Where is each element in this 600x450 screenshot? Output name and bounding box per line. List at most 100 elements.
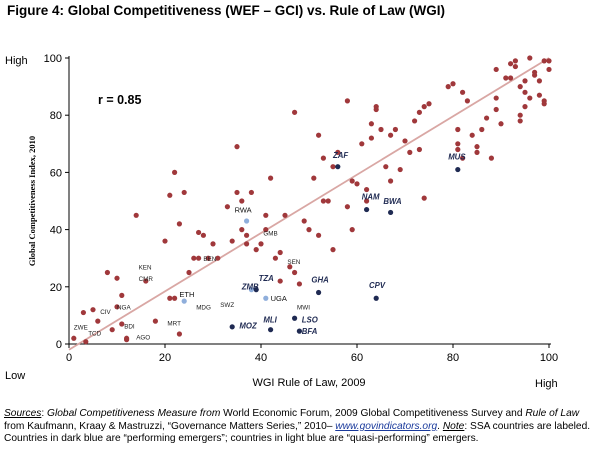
data-point: [83, 339, 89, 345]
data-point: [71, 335, 77, 341]
data-point: [114, 275, 120, 281]
country-label: MRT: [167, 320, 181, 327]
data-point: [450, 81, 456, 87]
data-point: [109, 327, 115, 333]
data-point: [292, 269, 298, 276]
data-point: [287, 264, 293, 270]
country-label: MDG: [196, 305, 211, 312]
data-point: [119, 321, 125, 327]
data-point: [239, 227, 245, 233]
data-point: [272, 255, 278, 261]
sources-note: Sources: Global Competitiveness Measure …: [4, 408, 596, 446]
data-point-performing: [296, 328, 302, 334]
x-tick-label: 20: [159, 352, 171, 364]
data-point: [536, 78, 543, 84]
data-point: [191, 255, 197, 261]
data-point: [416, 146, 422, 153]
data-point: [407, 149, 413, 155]
data-point: [330, 247, 336, 253]
y-tick-label: 0: [56, 339, 62, 351]
data-point: [344, 98, 350, 104]
data-point: [527, 95, 533, 101]
data-point: [354, 181, 360, 187]
y-tick-label: 60: [50, 167, 62, 179]
data-point: [541, 58, 547, 64]
country-label: ETH: [179, 290, 194, 299]
data-point: [522, 104, 528, 110]
country-label: NGA: [117, 305, 131, 312]
data-point: [330, 164, 336, 170]
y-tick-label: 40: [50, 225, 62, 237]
data-point: [263, 227, 269, 233]
country-label: MUS: [448, 153, 466, 162]
country-label: UGA: [271, 294, 287, 303]
x-tick-label: 80: [447, 352, 459, 364]
country-label: CIV: [100, 309, 111, 316]
data-point: [104, 269, 110, 276]
country-label: TZA: [259, 274, 275, 283]
country-label: RWA: [235, 205, 252, 214]
data-point: [364, 186, 370, 193]
country-label: BFA: [302, 327, 318, 336]
data-point: [124, 337, 130, 343]
data-point: [416, 109, 422, 115]
country-label: SEN: [287, 259, 300, 266]
data-point: [244, 232, 250, 238]
data-point: [469, 132, 475, 138]
country-label: NAM: [362, 193, 380, 202]
data-point-quasi: [181, 298, 187, 304]
data-point: [522, 89, 528, 95]
chart-frame: 0 20 40 60 80 100 0 20 40 60 80 100 WGI Rule of Law,…: [0, 22, 600, 404]
x-tick-label: 0: [66, 352, 72, 364]
scatter-chart: 0 20 40 60 80 100 0 20 40 60 80 100 WGI Rule of Law,…: [5, 53, 558, 390]
data-point: [282, 212, 288, 218]
country-label: ZMB: [241, 283, 259, 292]
data-point: [349, 178, 355, 184]
data-point: [186, 269, 192, 276]
data-point: [306, 227, 312, 233]
y-axis-label: Global Competitiveness Index, 2010: [27, 136, 37, 266]
sources-text-3: from Kaufmann, Kraay & Mastruzzi, “Gover…: [4, 420, 336, 432]
country-label: ZAF: [332, 151, 348, 160]
data-point: [460, 89, 466, 95]
data-point: [368, 135, 374, 141]
data-point: [373, 106, 379, 113]
data-point: [464, 98, 470, 104]
data-point: [412, 118, 418, 124]
data-point: [364, 198, 370, 204]
sources-text-1: :: [41, 408, 48, 419]
data-point: [320, 198, 326, 204]
data-point: [517, 112, 523, 118]
data-point-performing: [253, 287, 259, 293]
data-point: [541, 101, 547, 107]
data-point: [234, 189, 240, 196]
country-label: SWZ: [220, 302, 234, 309]
correlation-annotation: r = 0.85: [98, 93, 141, 107]
data-point: [210, 241, 216, 247]
figure-title: Figure 4: Global Competitiveness (WEF – …: [7, 3, 446, 18]
data-point: [172, 169, 178, 175]
data-point: [205, 255, 211, 261]
data-point: [517, 118, 523, 124]
data-point: [162, 238, 168, 244]
data-point: [378, 126, 384, 133]
govindicators-link[interactable]: www.govindicators.org: [335, 420, 438, 432]
data-point: [200, 232, 206, 238]
data-point: [119, 292, 125, 298]
data-point-performing: [292, 315, 298, 321]
data-point: [493, 95, 499, 101]
data-point: [90, 307, 96, 313]
country-label: AGO: [136, 335, 150, 342]
data-point: [176, 331, 182, 337]
data-point: [167, 192, 173, 198]
data-point: [215, 255, 221, 261]
data-point: [320, 155, 326, 161]
x-high-label: High: [535, 378, 558, 390]
data-point: [325, 198, 331, 204]
data-point: [493, 106, 499, 113]
data-point: [196, 229, 202, 236]
trend-line: [68, 57, 550, 351]
data-point: [301, 218, 307, 224]
data-point: [296, 281, 302, 287]
data-point: [421, 104, 427, 110]
